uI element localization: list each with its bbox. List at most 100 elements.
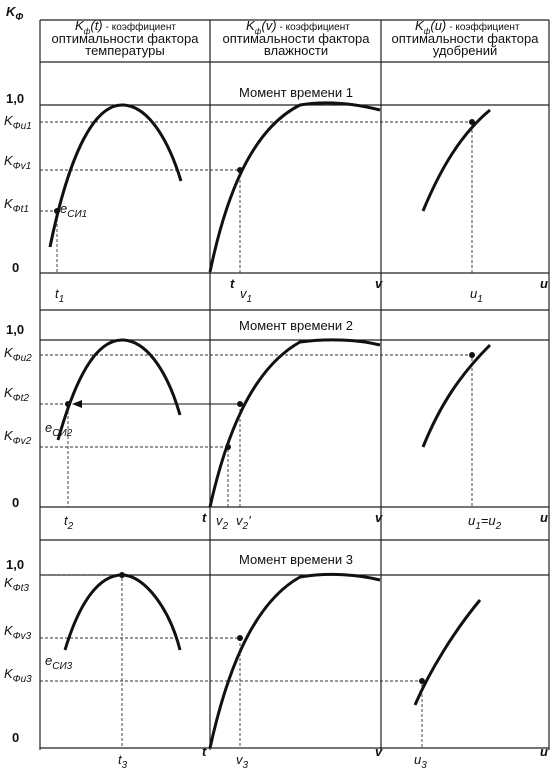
- label-part: СИ3: [52, 661, 72, 672]
- x-label: v2': [236, 513, 251, 532]
- panel-title: Момент времени 3: [239, 552, 353, 567]
- y-label: KФu1: [4, 113, 32, 132]
- y-label: KФt3: [4, 575, 29, 594]
- y-label: KФt2: [4, 385, 29, 404]
- label-part: K: [4, 345, 14, 360]
- label-part: u: [468, 513, 475, 528]
- label-part: e: [45, 420, 52, 435]
- label-part: СИ2: [52, 428, 72, 439]
- x-label: u3: [414, 752, 427, 770]
- label-part: Фt3: [13, 583, 30, 594]
- label-part: K: [75, 18, 85, 33]
- label-part: v: [236, 513, 244, 528]
- label-part: СИ1: [67, 209, 87, 220]
- label-part: K: [6, 4, 17, 19]
- label-part: (t): [90, 18, 102, 33]
- axis-letter: v: [375, 510, 383, 525]
- label-part: Фu3: [13, 674, 33, 685]
- label-part: 1: [247, 294, 253, 305]
- column-symbol: Kф(v) - коэффициент: [246, 18, 350, 36]
- y-label: 0: [12, 260, 19, 275]
- label-part: ф: [84, 27, 91, 36]
- label-part: t: [64, 513, 69, 528]
- label-part: =u: [481, 513, 496, 528]
- label-part: v: [236, 752, 244, 767]
- label-part: Фv2: [13, 436, 32, 447]
- label-part: ': [248, 513, 251, 528]
- panel-title: Момент времени 1: [239, 85, 353, 100]
- label-part: (u): [430, 18, 446, 33]
- label-part: K: [4, 196, 14, 211]
- label-part: 2: [67, 521, 74, 532]
- label-part: K: [4, 153, 14, 168]
- column-text: температуры: [85, 43, 164, 58]
- axis-letter: t: [202, 744, 207, 759]
- label-part: Ф: [15, 12, 23, 23]
- label-part: K: [4, 666, 14, 681]
- label-part: K: [415, 18, 425, 33]
- label-part: t: [55, 286, 60, 301]
- y-label: KФt1: [4, 196, 29, 215]
- axis-letter: u: [540, 276, 548, 291]
- label-part: ф: [424, 27, 431, 36]
- label-part: (v): [261, 18, 276, 33]
- column-text: - коэффициент: [449, 21, 520, 33]
- x-label: u1: [470, 286, 483, 305]
- y-label: 1,0: [6, 322, 24, 337]
- curves: [48, 101, 492, 749]
- x-label: t1: [55, 286, 64, 305]
- label-part: 2: [495, 521, 502, 532]
- column-text: - коэффициент: [280, 21, 351, 33]
- label-part: K: [4, 428, 14, 443]
- label-part: K: [4, 575, 14, 590]
- frame: [39, 19, 550, 750]
- point-label: eСИ3: [45, 653, 73, 672]
- column-text: оптимальности фактора: [222, 31, 370, 46]
- y-label: KФu2: [4, 345, 32, 364]
- label-part: Фv3: [13, 631, 32, 642]
- label-part: 3: [122, 760, 128, 770]
- label-part: 1: [477, 294, 483, 305]
- label-part: Фt2: [13, 393, 30, 404]
- label-part: Фu1: [13, 121, 32, 132]
- label-part: e: [60, 201, 67, 216]
- label-part: u: [414, 752, 421, 767]
- axis-symbol: KФ: [6, 4, 23, 23]
- axis-letter: v: [375, 276, 383, 291]
- axis-letter: t: [202, 510, 207, 525]
- axis-letter: u: [540, 510, 548, 525]
- x-label: v1: [240, 286, 252, 305]
- label-part: Фv1: [13, 161, 32, 172]
- column-text: влажности: [264, 43, 328, 58]
- panel-title: Момент времени 2: [239, 318, 353, 333]
- column-symbol: Kф(t) - коэффициент: [75, 18, 176, 36]
- label-part: u: [470, 286, 477, 301]
- label-part: t: [118, 752, 123, 767]
- label-part: 2: [242, 521, 249, 532]
- point-label: eСИ2: [45, 420, 73, 439]
- label-part: Фt1: [13, 204, 29, 215]
- points: [54, 119, 475, 684]
- label-part: K: [4, 113, 14, 128]
- axis-letter: t: [230, 276, 235, 291]
- label-part: v: [216, 513, 224, 528]
- y-label: 1,0: [6, 91, 24, 106]
- column-symbol: Kф(u) - коэффициент: [415, 18, 520, 36]
- label-part: 1: [475, 521, 481, 532]
- guides: [40, 121, 473, 748]
- y-label: KФv2: [4, 428, 32, 447]
- column-text: удобрений: [433, 43, 498, 58]
- x-label: v2: [216, 513, 229, 532]
- axis-letter: v: [375, 744, 383, 759]
- label-part: 3: [243, 760, 249, 770]
- label-part: 2: [222, 521, 229, 532]
- label-part: 1: [59, 294, 65, 305]
- label-part: K: [4, 385, 14, 400]
- label-part: v: [240, 286, 248, 301]
- label-part: K: [246, 18, 256, 33]
- label-part: Фu2: [13, 353, 33, 364]
- y-label: 0: [12, 730, 19, 745]
- y-label: KФv3: [4, 623, 32, 642]
- x-label: t3: [118, 752, 128, 770]
